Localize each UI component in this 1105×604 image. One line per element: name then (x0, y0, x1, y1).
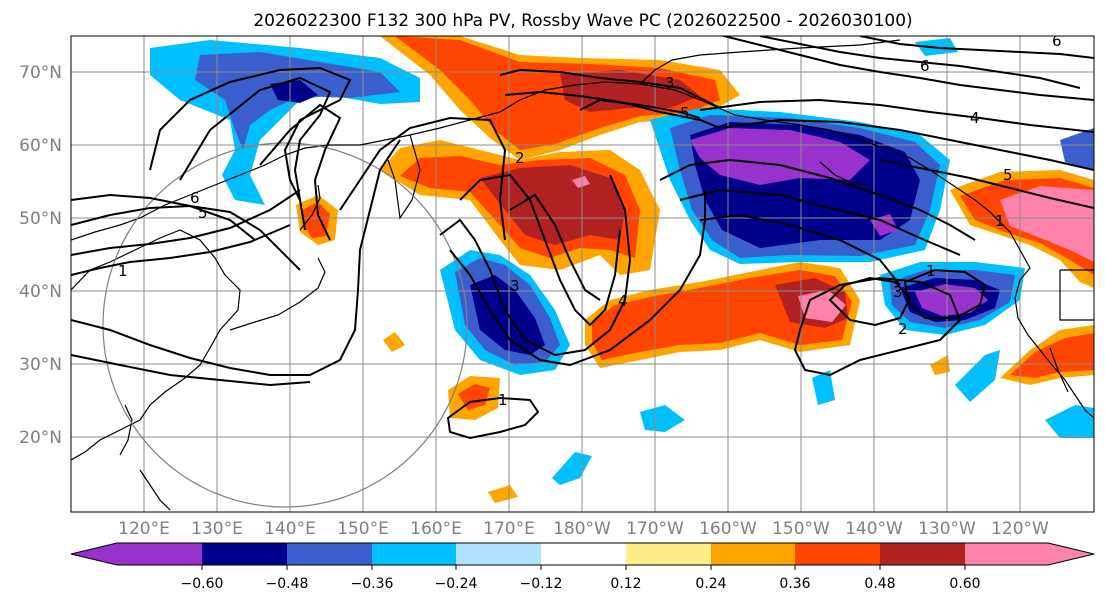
shade-nw-canada-blue (1060, 128, 1094, 170)
lon-label: 150°W (772, 519, 830, 539)
colorbar-bin (287, 543, 372, 565)
lon-label: 130°W (918, 519, 976, 539)
contour-label: 6 (1052, 32, 1062, 50)
contour-label: 3 (893, 283, 903, 301)
map-frame (70, 35, 1095, 513)
colorbar-bin (117, 543, 202, 565)
colorbar-tick-label: 0.24 (695, 576, 726, 592)
contour-labels: 1 1 1 2 2 3 3 3 4 4 5 5 5 6 6 6 1 (118, 32, 1062, 409)
lon-label: 140°E (264, 519, 316, 539)
contour-label: 5 (680, 104, 690, 122)
lon-label: 120°W (991, 519, 1049, 539)
contour-label: 1 (118, 262, 128, 280)
contour-label: 3 (665, 74, 675, 92)
colorbar-bin (795, 543, 880, 565)
lon-label: 170°W (626, 519, 684, 539)
lon-label: 140°W (845, 519, 903, 539)
map-title: 2026022300 F132 300 hPa PV, Rossby Wave … (253, 11, 912, 31)
shade-jet-pink (798, 290, 846, 322)
shade-small-orange-3 (930, 355, 950, 375)
shade-se-cyan-2 (640, 405, 685, 432)
lat-label: 50°N (19, 209, 62, 229)
shade-goa-purple (690, 128, 870, 185)
colorbar-tick-label: −0.24 (435, 576, 478, 592)
pc-contours (71, 36, 1094, 440)
colorbar-tick-label: −0.48 (266, 576, 309, 592)
colorbar-tick-label: −0.12 (520, 576, 563, 592)
shade-japan-red (302, 202, 330, 238)
colorbar-extend-high (965, 543, 1094, 565)
shade-hawaii-red (458, 384, 490, 410)
lon-label: 170°E (483, 519, 535, 539)
colorbar-tick-label: 0.12 (610, 576, 641, 592)
lon-label: 160°W (699, 519, 757, 539)
shade-sw-red-2 (1010, 333, 1094, 378)
lat-label: 60°N (19, 136, 62, 156)
lat-label: 20°N (19, 428, 62, 448)
contour-label: 1 (995, 212, 1005, 230)
colorbar-bin (372, 543, 456, 565)
colorbar-tick-label: 0.36 (779, 576, 810, 592)
colorbar-ticks (201, 565, 966, 570)
lon-label: 120°E (118, 519, 170, 539)
shade-asia-navy (270, 80, 318, 103)
shade-asia-blue (195, 52, 400, 150)
contour-label: 2 (898, 320, 908, 338)
colorbar-tick-label: 0.60 (949, 576, 980, 592)
lat-label: 70°N (19, 63, 62, 83)
colorbar-extend-low (71, 543, 117, 565)
lon-label: 160°E (410, 519, 462, 539)
contour-label: 5 (198, 204, 208, 222)
lon-labels: 120°E 130°E 140°E 150°E 160°E 170°E 180°… (118, 519, 1049, 539)
map-area: 1 1 1 2 2 3 3 3 4 4 5 5 5 6 6 6 1 (71, 32, 1094, 512)
shade-small-orange-2 (488, 485, 518, 503)
colorbar-bin (541, 543, 626, 565)
lat-label: 40°N (19, 282, 62, 302)
lon-label: 130°E (191, 519, 243, 539)
colorbar-bin (456, 543, 541, 565)
contour-label: 1 (926, 262, 936, 280)
contour-label: 4 (618, 292, 628, 310)
colorbar-tick-label: 0.48 (864, 576, 895, 592)
contour-label: 6 (190, 189, 200, 207)
lon-label: 150°E (337, 519, 389, 539)
colorbar-bin (880, 543, 965, 565)
shade-kamchatka-darkred (480, 165, 625, 245)
contour-label: 1 (498, 391, 508, 409)
colorbar: −0.60 −0.48 −0.36 −0.24 −0.12 0.12 0.24 … (70, 542, 1095, 592)
distance-ring (102, 142, 468, 508)
shade-sw-cyan (1045, 405, 1094, 438)
contour-label: 5 (1003, 166, 1013, 184)
contour-label: 3 (510, 277, 520, 295)
contour-label: 2 (515, 149, 525, 167)
coastlines (71, 39, 1094, 511)
contour-label: 6 (920, 57, 930, 75)
colorbar-bin (711, 543, 795, 565)
contour-label: 4 (970, 109, 980, 127)
colorbar-outline (70, 542, 1095, 566)
lat-labels: 70°N 60°N 50°N 40°N 30°N 20°N (19, 63, 62, 448)
shade-se-cyan-1 (955, 350, 1000, 402)
shade-se-cyan-4 (812, 370, 835, 405)
colorbar-bin (202, 543, 287, 565)
colorbar-tick-label: −0.36 (351, 576, 394, 592)
lat-label: 30°N (19, 355, 62, 375)
lon-label: 180°W (553, 519, 611, 539)
shade-pnw-pink (1000, 186, 1094, 262)
colorbar-bin (626, 543, 711, 565)
shade-small-orange-1 (383, 332, 405, 352)
graticule (71, 36, 1094, 512)
shade-kamchatka-pink (572, 176, 590, 188)
colorbar-tick-label: −0.60 (181, 576, 224, 592)
